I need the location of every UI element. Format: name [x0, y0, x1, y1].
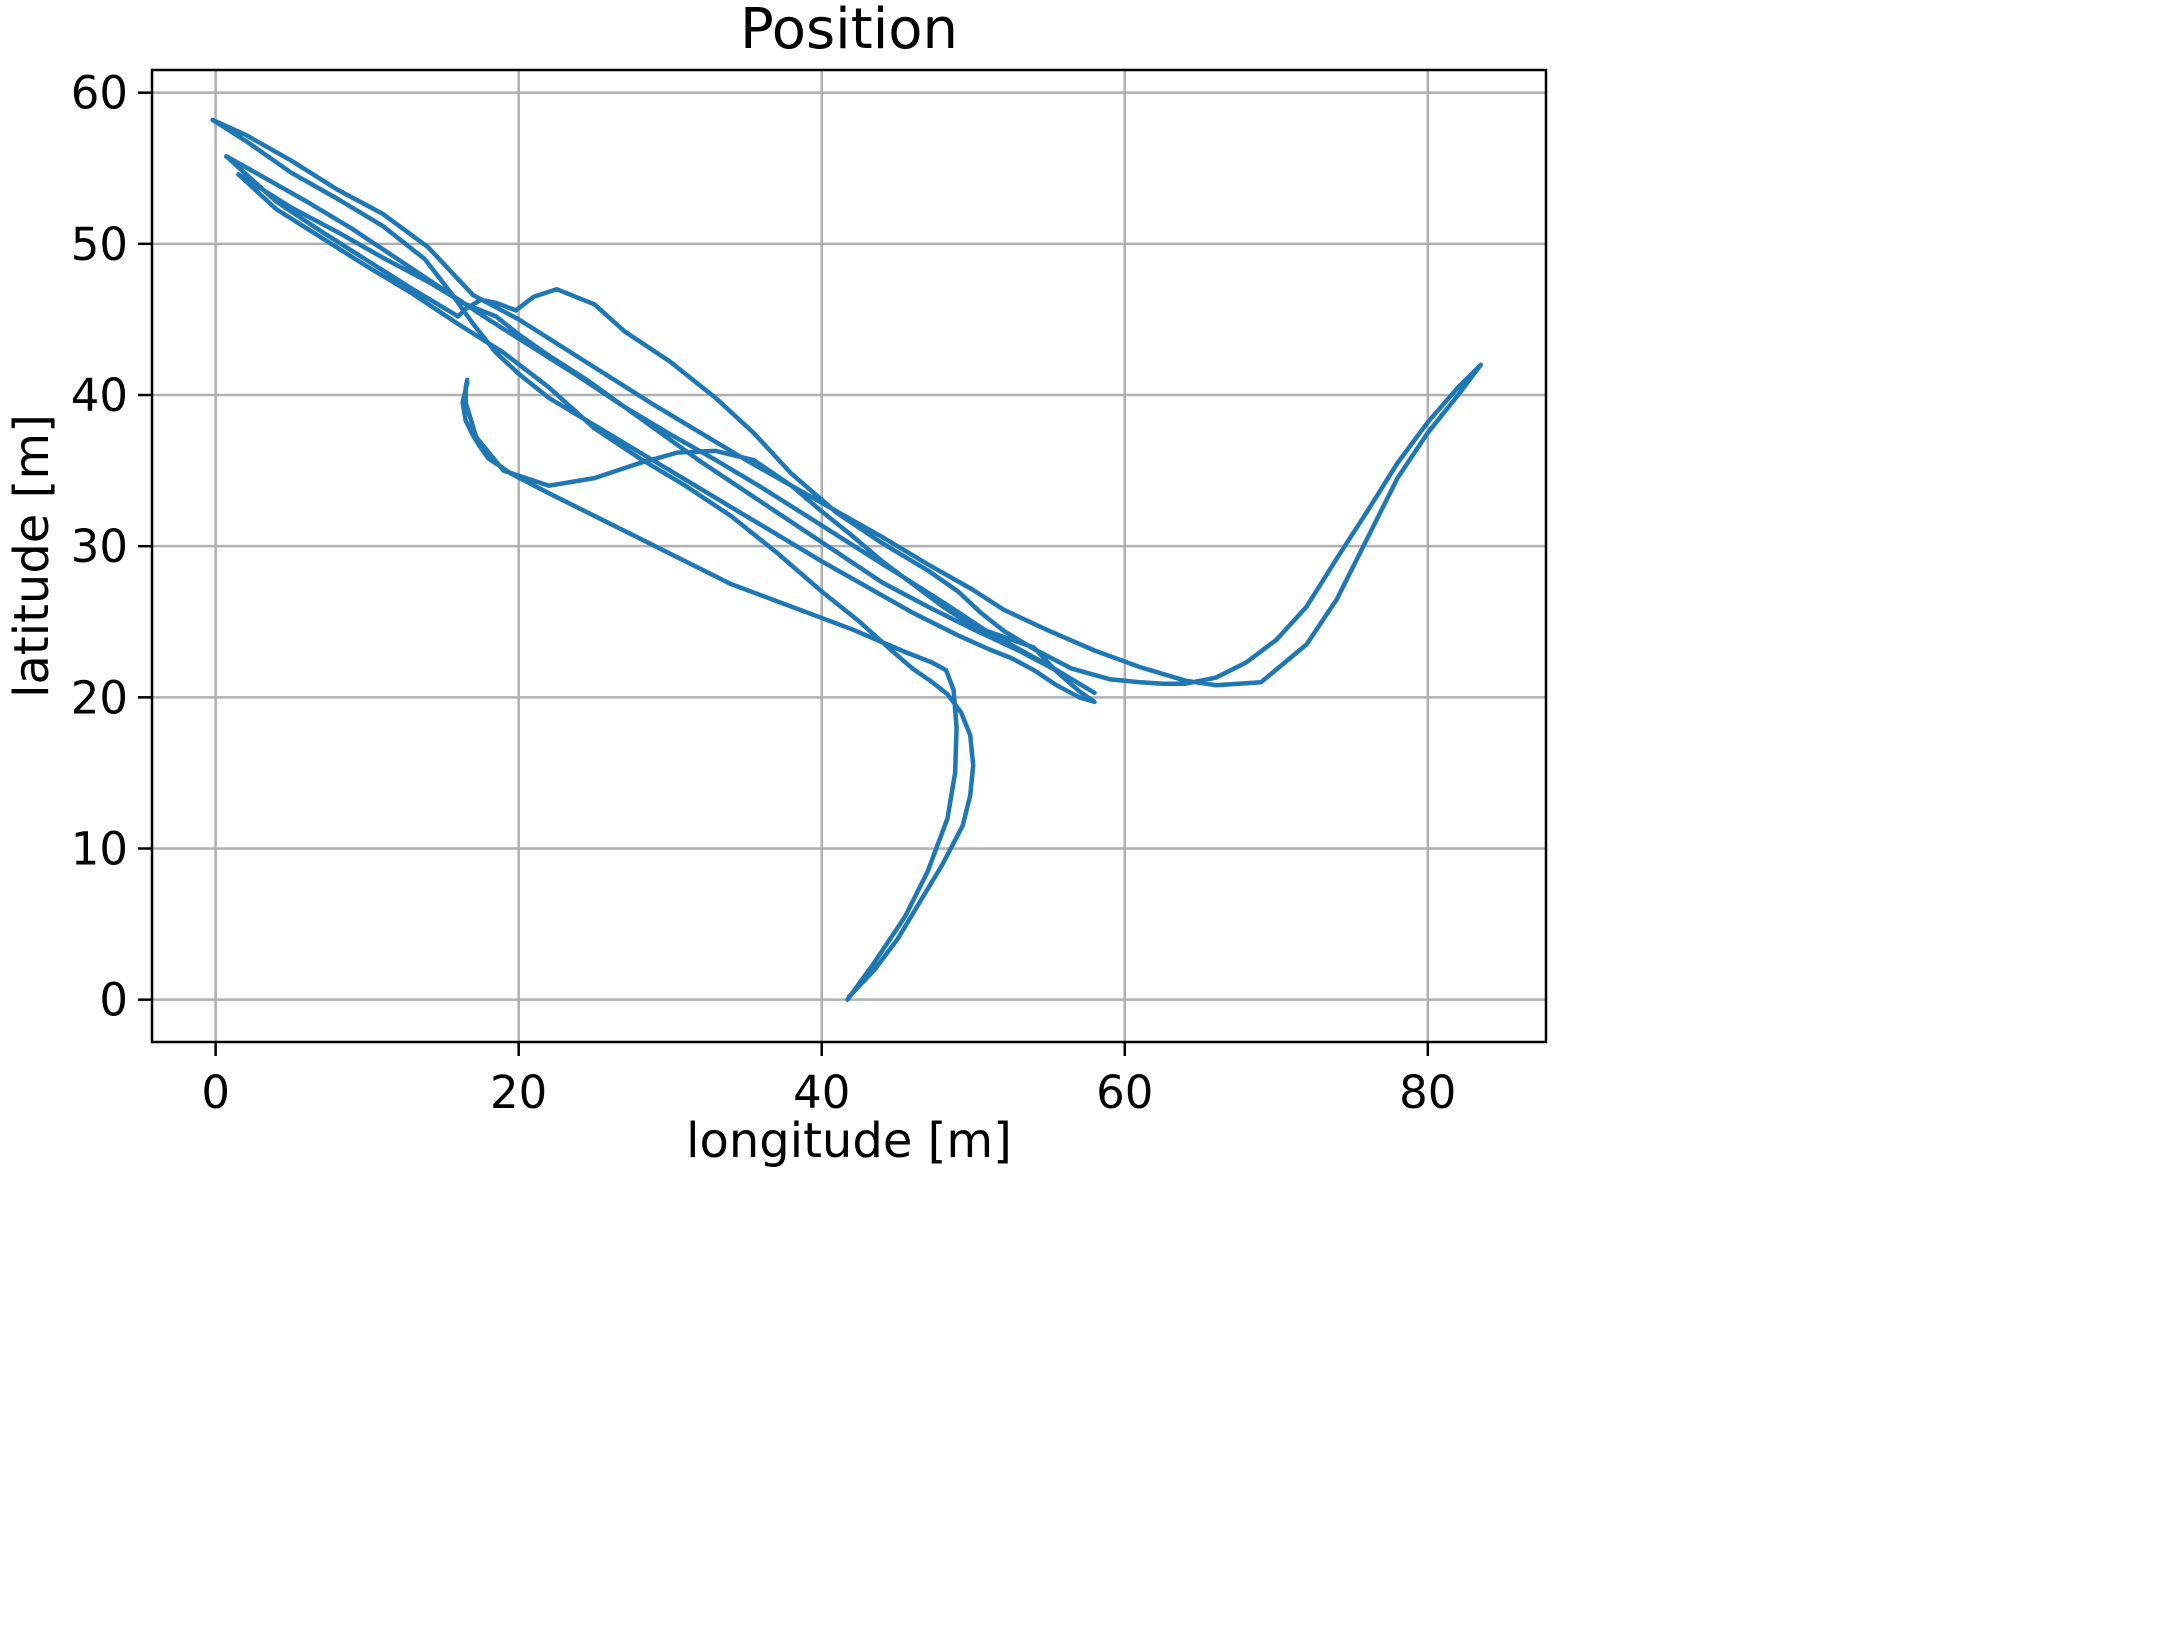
- x-tick-label-3: 60: [1096, 1066, 1153, 1119]
- x-axis-label: longitude [m]: [686, 1113, 1012, 1169]
- y-tick-label-2: 20: [71, 671, 128, 724]
- x-tick-label-1: 20: [490, 1066, 547, 1119]
- chart-title: Position: [740, 0, 958, 62]
- y-tick-label-4: 40: [71, 369, 128, 422]
- y-tick-label-1: 10: [71, 823, 128, 876]
- y-axis: 0 10 20 30 40 50 60: [71, 67, 152, 1027]
- y-tick-label-3: 30: [71, 520, 128, 573]
- x-tick-label-4: 80: [1399, 1066, 1456, 1119]
- y-tick-label-6: 60: [71, 67, 128, 120]
- plot-frame: [150, 68, 1548, 1044]
- series-layer: [210, 117, 1484, 1002]
- x-tick-label-2: 40: [793, 1066, 850, 1119]
- x-axis: 0 20 40 60 80: [201, 1042, 1456, 1119]
- series-line-0: [210, 117, 1484, 1002]
- x-tick-label-0: 0: [201, 1066, 230, 1119]
- y-axis-label: latitude [m]: [4, 414, 60, 698]
- y-tick-label-5: 50: [71, 218, 128, 271]
- y-tick-label-0: 0: [99, 974, 128, 1027]
